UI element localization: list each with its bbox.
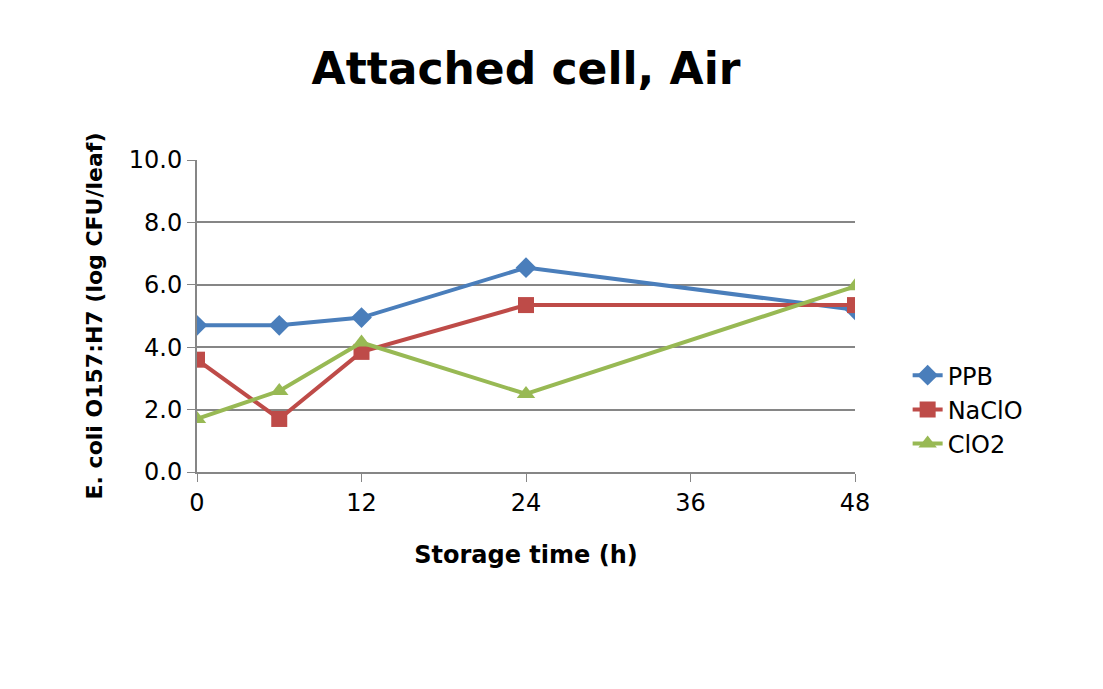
svg-text:ClO2: ClO2 — [948, 431, 1006, 459]
svg-text:36: 36 — [675, 489, 706, 517]
svg-text:NaClO: NaClO — [948, 397, 1023, 425]
svg-text:PPB: PPB — [948, 363, 993, 391]
svg-text:0: 0 — [189, 489, 204, 517]
svg-text:Attached cell, Air: Attached cell, Air — [312, 43, 741, 94]
svg-text:Storage time (h): Storage time (h) — [414, 541, 637, 569]
svg-text:48: 48 — [840, 489, 871, 517]
svg-text:24: 24 — [511, 489, 542, 517]
svg-text:12: 12 — [346, 489, 377, 517]
svg-text:2.0: 2.0 — [144, 396, 182, 424]
svg-text:6.0: 6.0 — [144, 271, 182, 299]
svg-text:10.0: 10.0 — [129, 146, 182, 174]
svg-text:E. coli O157:H7 (log CFU/leaf): E. coli O157:H7 (log CFU/leaf) — [82, 133, 107, 500]
svg-text:4.0: 4.0 — [144, 334, 182, 362]
svg-text:8.0: 8.0 — [144, 209, 182, 237]
svg-text:0.0: 0.0 — [144, 458, 182, 486]
